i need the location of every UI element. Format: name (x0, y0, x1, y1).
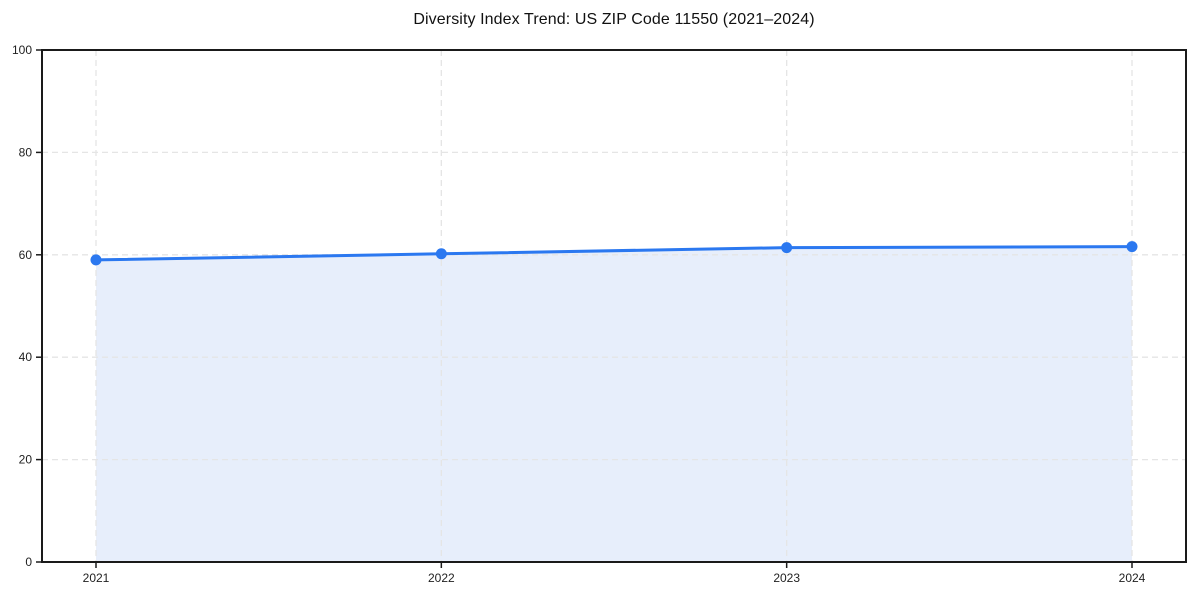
x-tick-label-2022: 2022 (428, 571, 455, 585)
area-fill (96, 246, 1132, 562)
data-point-2022 (435, 248, 447, 260)
data-point-2024 (1126, 241, 1138, 253)
data-point-2021 (90, 254, 102, 266)
x-tick-label-2023: 2023 (773, 571, 800, 585)
y-tick-label-60: 60 (19, 248, 33, 262)
data-point-2023 (781, 242, 793, 254)
y-tick-label-80: 80 (19, 145, 33, 159)
x-tick-label-2024: 2024 (1119, 571, 1146, 585)
plot-border (41, 49, 1187, 563)
chart-title: Diversity Index Trend: US ZIP Code 11550… (413, 11, 815, 28)
y-tick-label-20: 20 (19, 453, 33, 467)
trend-line (94, 245, 1134, 262)
y-tick-label-100: 100 (12, 43, 32, 57)
x-tick-label-2021: 2021 (83, 571, 110, 585)
y-tick-label-0: 0 (25, 555, 32, 569)
y-tick-label-40: 40 (19, 350, 33, 364)
